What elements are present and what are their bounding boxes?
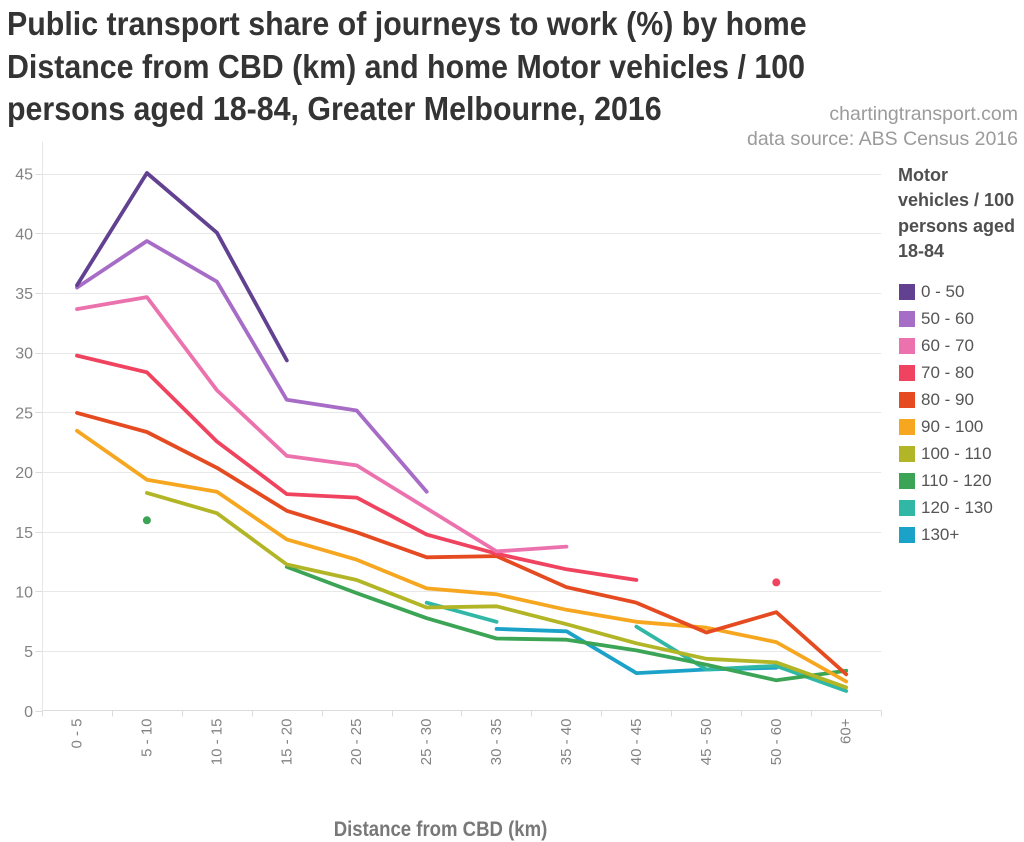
svg-text:20 - 25: 20 - 25: [348, 719, 365, 766]
svg-text:10: 10: [15, 584, 33, 601]
svg-text:15: 15: [15, 525, 33, 542]
svg-text:25 - 30: 25 - 30: [418, 719, 435, 766]
svg-text:40 - 45: 40 - 45: [628, 719, 645, 766]
svg-text:60+: 60+: [838, 718, 855, 744]
svg-text:0: 0: [24, 704, 33, 721]
svg-text:30 - 35: 30 - 35: [488, 719, 505, 766]
svg-text:15 - 20: 15 - 20: [278, 719, 295, 766]
svg-text:30: 30: [15, 346, 33, 363]
svg-text:40: 40: [15, 226, 33, 243]
svg-text:10 - 15: 10 - 15: [208, 719, 225, 766]
svg-text:5: 5: [24, 644, 33, 661]
svg-text:0 - 5: 0 - 5: [69, 719, 86, 749]
svg-text:45: 45: [15, 167, 33, 184]
svg-text:Distance from CBD (km): Distance from CBD (km): [334, 818, 548, 841]
svg-text:50 - 60: 50 - 60: [768, 719, 785, 766]
svg-text:20: 20: [15, 465, 33, 482]
svg-text:45 - 50: 45 - 50: [698, 719, 715, 766]
svg-text:5 - 10: 5 - 10: [138, 719, 155, 757]
svg-text:35: 35: [15, 286, 33, 303]
svg-text:25: 25: [15, 405, 33, 422]
svg-text:35 - 40: 35 - 40: [558, 719, 575, 766]
